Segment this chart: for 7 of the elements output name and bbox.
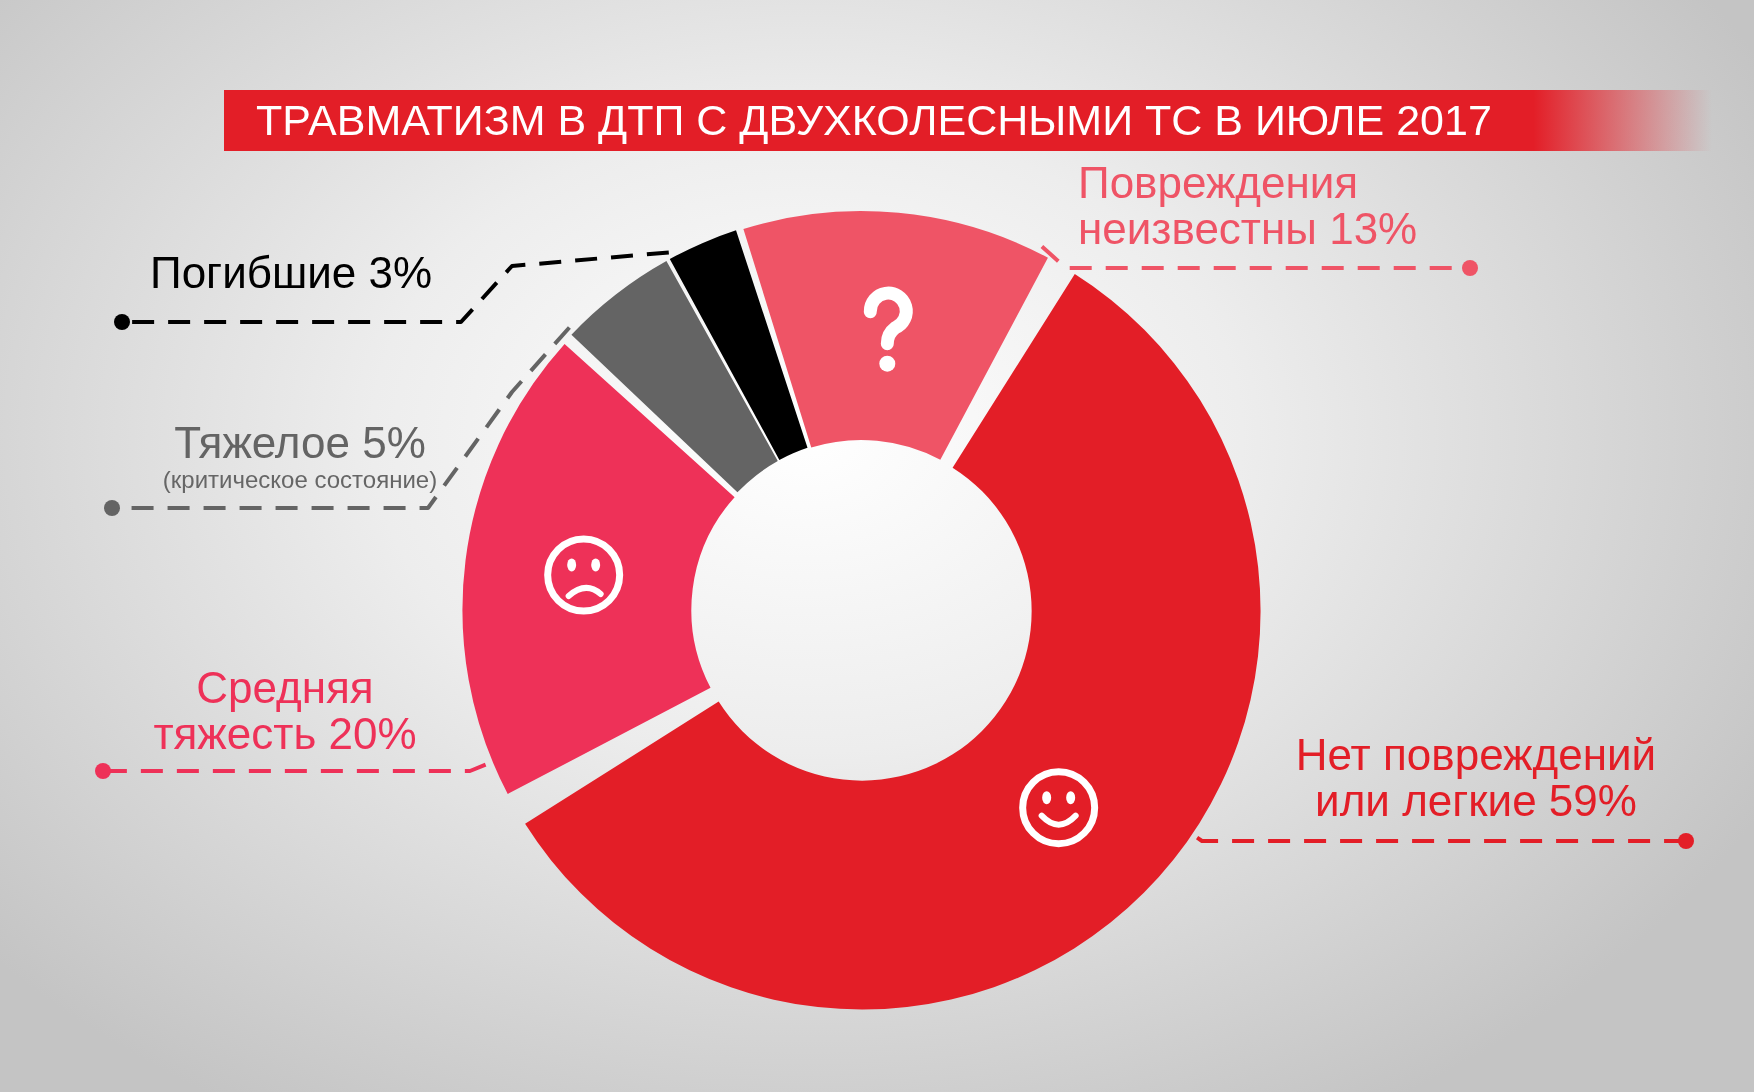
slice-label: Повреждения неизвестны 13% <box>1078 158 1419 253</box>
text: (критическое состояние) <box>161 466 439 494</box>
slice-label: Средняя тяжесть 20% <box>152 663 418 758</box>
chart-title: ТРАВМАТИЗМ В ДТП С ДВУХКОЛЕСНЫМИ ТС В ИЮЛЕ 2017 <box>224 90 1712 151</box>
slice-label: Тяжелое 5% <box>173 418 427 467</box>
slice-label: Погибшие 3% <box>150 248 434 297</box>
slice-label: Нет повреждений или легкие 59% <box>1294 730 1658 825</box>
